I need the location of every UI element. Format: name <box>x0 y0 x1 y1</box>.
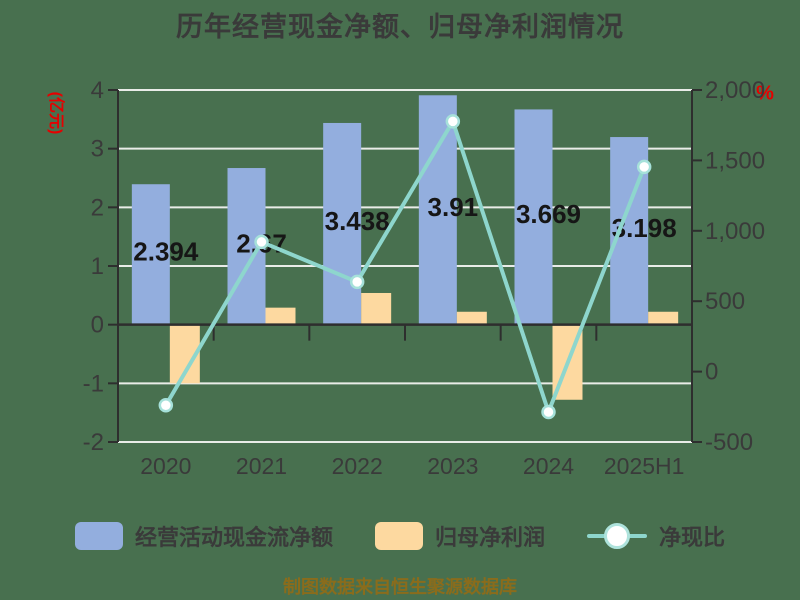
bar-profit-2022[interactable] <box>361 292 392 325</box>
left-axis-tick-label: 2 <box>91 194 104 221</box>
left-axis-tick-label: 0 <box>91 312 104 339</box>
left-axis-tick-label: -1 <box>83 370 104 397</box>
line-point-2022[interactable] <box>349 274 365 290</box>
x-axis-label-2024: 2024 <box>523 453 574 479</box>
x-axis-label-2025H1: 2025H1 <box>604 453 685 479</box>
bar-cashflow-2022[interactable] <box>323 122 362 325</box>
x-axis-label-2022: 2022 <box>332 453 383 479</box>
legend: 经营活动现金流净额 归母净利润 净现比 <box>0 518 800 554</box>
legend-label-ratio: 净现比 <box>659 525 726 550</box>
right-axis-tick-label: 2,000 <box>705 77 765 104</box>
left-axis-tick-label: 4 <box>91 77 104 104</box>
ratio-line-marker-icon <box>587 523 647 549</box>
bar-value-label: 2.394 <box>133 236 199 266</box>
right-axis-unit-label: % <box>756 82 774 105</box>
left-axis-tick-label: 3 <box>91 136 104 163</box>
right-axis-tick-label: 0 <box>705 359 718 386</box>
right-axis-tick-label: 1,500 <box>705 147 765 174</box>
left-axis-tick-label: -2 <box>83 429 104 456</box>
x-axis-label-2021: 2021 <box>236 453 287 479</box>
bar-cashflow-2020[interactable] <box>131 184 170 325</box>
right-axis-tick-label: 1,000 <box>705 218 765 245</box>
legend-label-cashflow: 经营活动现金流净额 <box>134 525 333 550</box>
x-axis-label-2023: 2023 <box>427 453 478 479</box>
left-axis-tick-label: 1 <box>91 253 104 280</box>
source-note: 制图数据来自恒生聚源数据库 <box>283 577 517 597</box>
line-point-2021[interactable] <box>254 234 269 250</box>
ratio-line <box>163 119 647 415</box>
bar-value-label: 3.438 <box>325 206 390 236</box>
bar-value-label: 3.91 <box>428 192 479 222</box>
legend-label-profit: 归母净利润 <box>434 525 545 550</box>
bar-profit-2023[interactable] <box>456 311 487 325</box>
chart-title: 历年经营现金净额、归母净利润情况 <box>176 12 624 42</box>
profit-swatch <box>374 522 423 550</box>
bar-profit-2025H1[interactable] <box>648 311 679 325</box>
line-point-2024[interactable] <box>541 404 556 420</box>
bar-cashflow-2023[interactable] <box>418 95 457 325</box>
line-point-2023[interactable] <box>445 114 461 129</box>
legend-item-net-profit[interactable]: 归母净利润 <box>374 520 545 552</box>
x-axis-label-2020: 2020 <box>140 453 191 479</box>
right-axis-tick-label: -500 <box>705 429 753 456</box>
bar-profit-2021[interactable] <box>265 307 296 325</box>
bar-value-label: 3.669 <box>516 199 581 229</box>
bar-cashflow-2024[interactable] <box>514 109 553 325</box>
legend-item-operating-cashflow[interactable]: 经营活动现金流净额 <box>74 520 333 552</box>
right-axis-tick-label: 500 <box>705 288 745 315</box>
line-point-2020[interactable] <box>158 398 174 413</box>
line-point-2025H1[interactable] <box>636 159 652 175</box>
legend-item-cash-ratio[interactable]: 净现比 <box>587 520 725 552</box>
cashflow-swatch <box>74 522 123 550</box>
